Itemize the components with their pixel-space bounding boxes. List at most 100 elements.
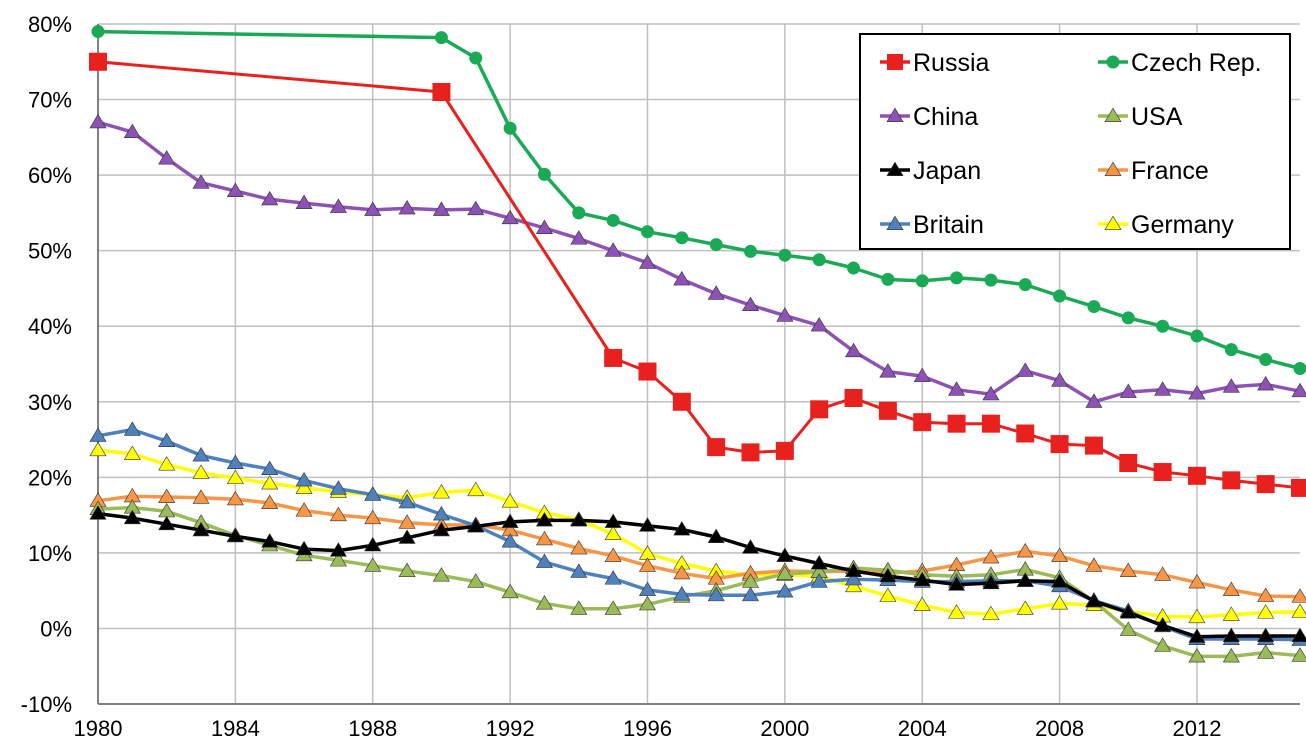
data-point-russia bbox=[947, 414, 966, 433]
data-point-russia bbox=[1291, 478, 1306, 497]
data-point-china bbox=[158, 150, 176, 165]
data-point-france bbox=[398, 514, 416, 529]
data-point-russia bbox=[844, 389, 863, 407]
y-tick-label: 60% bbox=[28, 163, 72, 188]
data-point-france bbox=[192, 489, 210, 504]
data-point-japan bbox=[1016, 572, 1034, 587]
data-point-japan bbox=[226, 527, 244, 543]
data-point-china bbox=[329, 198, 347, 213]
data-point-britain bbox=[810, 573, 828, 588]
data-point-russia bbox=[1016, 424, 1035, 443]
data-point-germany bbox=[879, 587, 897, 602]
legend-marker bbox=[886, 107, 904, 122]
series-line-france bbox=[97, 494, 1301, 599]
data-point-france bbox=[1291, 588, 1306, 603]
data-point-japan bbox=[673, 521, 691, 536]
data-point-france bbox=[1016, 542, 1034, 558]
data-point-japan bbox=[295, 540, 313, 556]
x-tick-label: 1992 bbox=[486, 716, 535, 741]
data-point-japan bbox=[913, 571, 931, 587]
data-point-china bbox=[913, 367, 931, 383]
data-point-usa bbox=[501, 583, 519, 599]
data-point-japan bbox=[845, 562, 863, 577]
legend-item-germany: Germany bbox=[1098, 211, 1234, 239]
data-point-germany bbox=[226, 469, 244, 485]
data-point-japan bbox=[329, 542, 347, 557]
data-point-japan bbox=[1188, 628, 1206, 643]
data-point-germany bbox=[89, 441, 107, 457]
data-point-japan bbox=[948, 576, 966, 591]
data-point-czech-rep bbox=[881, 272, 895, 286]
data-point-japan bbox=[261, 533, 279, 548]
y-tick-label: 70% bbox=[28, 88, 72, 113]
data-point-usa bbox=[570, 600, 588, 615]
data-point-france bbox=[158, 488, 176, 503]
series-usa bbox=[89, 499, 1306, 663]
data-point-germany bbox=[1016, 600, 1034, 615]
legend-label: France bbox=[1131, 157, 1209, 185]
data-point-russia bbox=[1187, 466, 1206, 485]
data-point-britain bbox=[638, 581, 657, 596]
data-point-germany bbox=[432, 484, 450, 499]
legend-item-france: France bbox=[1098, 157, 1209, 185]
data-point-japan bbox=[707, 528, 725, 543]
data-point-china bbox=[1051, 372, 1069, 387]
data-point-china bbox=[1085, 393, 1103, 408]
data-point-china bbox=[1257, 376, 1275, 391]
data-point-japan bbox=[192, 521, 210, 537]
legend-label: Germany bbox=[1131, 211, 1234, 239]
data-point-britain bbox=[776, 583, 794, 598]
y-tick-label: 10% bbox=[28, 541, 72, 566]
data-point-czech-rep bbox=[572, 206, 586, 220]
data-point-china bbox=[261, 190, 279, 206]
data-point-germany bbox=[913, 596, 931, 611]
data-point-france bbox=[673, 564, 691, 580]
data-point-russia bbox=[981, 414, 1000, 433]
legend-marker bbox=[887, 54, 903, 70]
data-point-france bbox=[329, 506, 347, 522]
data-point-britain bbox=[535, 553, 553, 568]
data-point-czech-rep bbox=[469, 51, 483, 65]
data-point-czech-rep bbox=[1259, 352, 1273, 366]
data-point-czech-rep bbox=[984, 273, 998, 287]
data-point-usa bbox=[1257, 644, 1275, 659]
y-tick-label: 40% bbox=[28, 314, 72, 339]
data-point-china bbox=[192, 174, 210, 189]
data-point-usa bbox=[1154, 637, 1172, 652]
y-tick-label: 0% bbox=[40, 616, 72, 641]
data-point-china bbox=[707, 285, 725, 300]
data-point-czech-rep bbox=[778, 248, 792, 262]
data-point-france bbox=[982, 549, 1000, 564]
data-point-usa bbox=[1188, 648, 1206, 663]
data-point-britain bbox=[501, 533, 519, 548]
data-point-russia bbox=[1222, 471, 1241, 490]
data-point-france bbox=[1119, 562, 1137, 577]
data-point-czech-rep bbox=[1087, 300, 1101, 314]
data-point-usa bbox=[364, 557, 382, 572]
data-point-germany bbox=[1188, 608, 1206, 624]
data-point-china bbox=[398, 199, 416, 215]
data-point-china bbox=[1291, 382, 1306, 398]
legend-item-russia: Russia bbox=[880, 49, 990, 77]
data-point-germany bbox=[1222, 606, 1240, 621]
legend-label: Czech Rep. bbox=[1131, 49, 1262, 77]
data-point-france bbox=[1085, 557, 1103, 572]
data-point-china bbox=[1119, 383, 1137, 398]
data-point-germany bbox=[192, 464, 210, 479]
data-point-usa bbox=[1291, 647, 1306, 662]
data-point-japan bbox=[1051, 573, 1069, 588]
data-point-japan bbox=[1154, 617, 1172, 632]
data-point-britain bbox=[604, 570, 622, 585]
data-point-china bbox=[776, 307, 794, 322]
data-point-czech-rep bbox=[709, 238, 723, 252]
data-point-germany bbox=[123, 445, 141, 460]
data-point-japan bbox=[879, 567, 897, 583]
y-tick-label: 80% bbox=[28, 12, 72, 37]
data-point-usa bbox=[398, 562, 416, 577]
data-point-russia bbox=[638, 362, 657, 381]
data-point-britain bbox=[741, 586, 760, 602]
data-point-russia bbox=[1050, 435, 1069, 454]
data-point-czech-rep bbox=[1018, 278, 1032, 292]
data-point-japan bbox=[638, 517, 657, 532]
data-point-china bbox=[432, 201, 450, 216]
